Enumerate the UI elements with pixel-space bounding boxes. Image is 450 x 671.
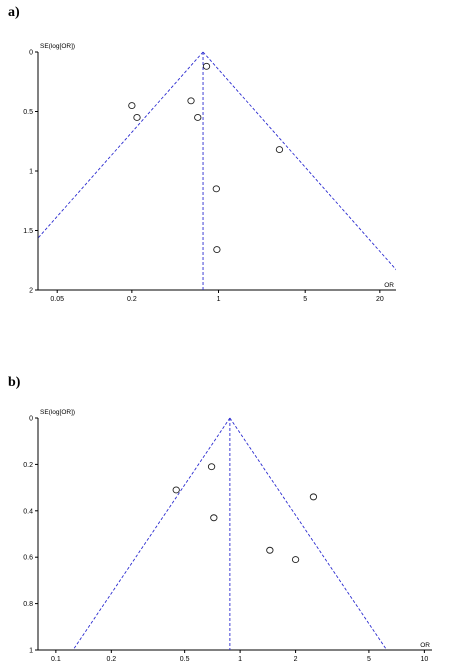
study-point [291, 556, 300, 563]
study-point [212, 185, 220, 193]
y-tick-label: 0.6 [23, 555, 33, 562]
study-point [202, 62, 211, 70]
funnel-plot-2: b) 0 0.2 0.4 0.6 0.8 1 0.1 0.2 0.5 1 2 5 10 SE(log[OR]… [8, 375, 432, 663]
study-point [207, 463, 216, 471]
funnel-right-line [229, 417, 388, 650]
y-tick-label: 0.5 [23, 109, 33, 116]
y-tick-label: 0.8 [23, 601, 33, 608]
funnel-plot-1: a) 0 0.5 1 1.5 2 0.05 0.2 1 5 20 SE(log[OR]) OR [8, 5, 396, 303]
study-point [309, 493, 318, 501]
x-tick-label: 0.2 [106, 656, 116, 663]
funnel-lines [38, 51, 396, 290]
y-tick-label: 2 [29, 288, 33, 295]
y-tick-label: 0 [29, 50, 33, 57]
study-point [266, 546, 274, 554]
y-tick-label: 0 [29, 416, 33, 423]
y-tick-label: 1.5 [23, 228, 33, 235]
x-axis-label: OR [384, 282, 394, 289]
panel-label: a) [8, 5, 20, 20]
x-tick-label: 0.5 [180, 656, 190, 663]
study-point [213, 246, 221, 253]
x-tick-label: 5 [303, 296, 307, 303]
y-tick-label: 1 [29, 169, 33, 176]
study-point [275, 146, 284, 154]
x-tick-label: 10 [420, 656, 428, 663]
x-tick-label: 5 [367, 656, 371, 663]
x-tick-label: 0.2 [127, 296, 137, 303]
y-tick-label: 0.4 [23, 508, 33, 515]
study-point [210, 514, 218, 522]
x-tick-label: 0.1 [51, 656, 61, 663]
funnel-right-line [202, 51, 396, 271]
y-axis-label: SE(log[OR]) [40, 409, 75, 416]
study-point [194, 113, 202, 121]
y-tick-label: 0.2 [23, 462, 33, 469]
y-axis-label: SE(log[OR]) [40, 43, 75, 50]
study-point [128, 102, 136, 110]
funnel-left-line [72, 417, 231, 650]
x-tick-label: 1 [238, 656, 242, 663]
x-tick-label: 0.05 [50, 296, 64, 303]
study-point [133, 113, 141, 121]
x-tick-label: 2 [294, 656, 298, 663]
x-tick-label: 20 [376, 296, 384, 303]
study-point [187, 97, 195, 105]
funnel-lines [72, 417, 388, 650]
x-tick-label: 1 [217, 296, 221, 303]
study-point [172, 486, 180, 494]
panel-label: b) [8, 375, 21, 390]
y-tick-label: 1 [29, 648, 33, 655]
x-axis-label: OR [420, 642, 430, 649]
